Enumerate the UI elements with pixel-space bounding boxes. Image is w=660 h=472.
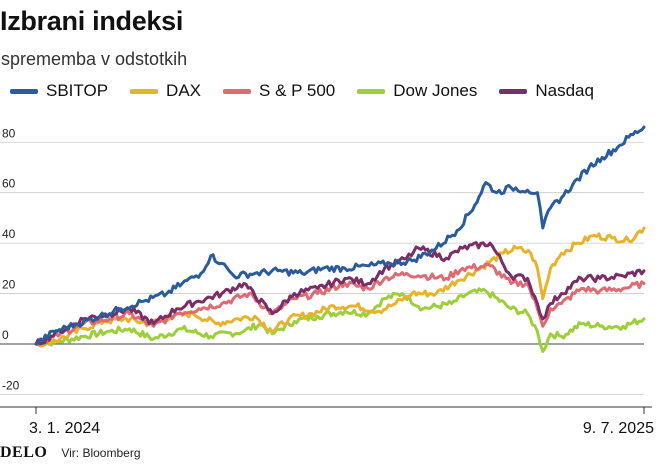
y-tick-label: 20 [2,278,16,292]
legend-swatch [130,88,159,94]
x-tick-label: 9. 7. 2025 [583,420,654,437]
y-tick-label: -20 [2,378,20,392]
series-line-dow-jones [34,287,646,353]
y-tick-label: 80 [2,126,16,140]
legend-swatch [499,88,528,94]
source-note: Vir: Bloomberg [61,446,141,460]
series-line-s-p- [34,262,646,347]
series-line-sbitop [34,125,646,346]
legend-swatch [10,88,38,94]
series-line-dax [34,226,646,348]
y-tick-label: 40 [2,227,16,241]
chart-subtitle: sprememba v odstotkih [1,49,188,69]
chart-title: Izbrani indeksi [0,6,184,36]
delo-logo: DELO [0,444,48,461]
x-tick-label: 3. 1. 2024 [29,420,100,437]
legend-label: SBITOP [46,81,109,100]
legend-swatch [223,88,252,94]
legend-label: Dow Jones [393,81,478,100]
legend-item: DAX [130,81,201,101]
legend-item: SBITOP [10,81,108,101]
legend-label: S & P 500 [259,81,336,100]
y-tick-label: 0 [2,328,9,342]
legend: SBITOP DAX S & P 500 Dow Jones Nasdaq [10,81,616,101]
legend-label: DAX [166,81,202,100]
series-line-nasdaq [34,241,646,346]
legend-item: S & P 500 [223,81,335,101]
legend-item: Dow Jones [357,81,477,101]
legend-swatch [357,88,386,94]
y-tick-label: 60 [2,177,16,191]
legend-label: Nasdaq [535,81,594,100]
footer: DELO Vir: Bloomberg [0,444,141,462]
legend-item: Nasdaq [499,81,594,101]
